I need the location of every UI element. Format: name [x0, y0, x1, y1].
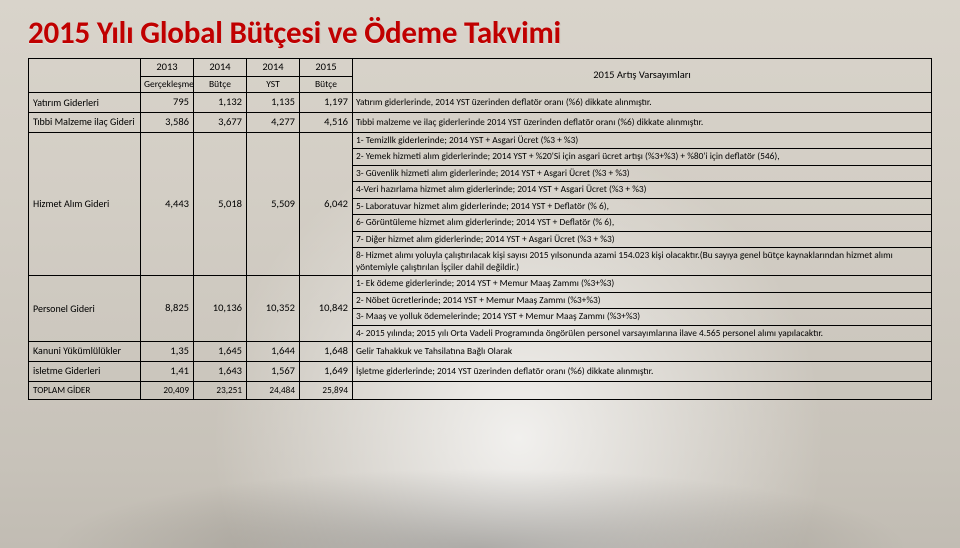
note-yatirim: Yatırım giderlerinde, 2014 YST üzerinden… [353, 93, 932, 113]
row-personel-n1: Personel Gideri 8,825 10,136 10,352 10,8… [29, 276, 932, 292]
row-kanuni: Kanuni Yükümlülükler 1,35 1,645 1,644 1,… [29, 342, 932, 362]
val-tibbi-2015: 4,516 [300, 113, 353, 133]
val-tibbi-2013: 3,586 [141, 113, 194, 133]
note-hizmet-1: 1- Temizllk giderlerinde; 2014 YST + Asg… [353, 132, 932, 148]
row-tibbi: Tıbbi Malzeme ilaç Gideri 3,586 3,677 4,… [29, 113, 932, 133]
label-yatirim: Yatırım Giderleri [29, 93, 141, 113]
note-toplam [353, 381, 932, 399]
val-personel-2014a: 10,136 [194, 276, 247, 342]
note-personel-1: 1- Ek ödeme giderlerinde; 2014 YST + Mem… [353, 276, 932, 292]
val-personel-2015: 10,842 [300, 276, 353, 342]
val-isletme-2014b: 1,567 [247, 361, 300, 381]
note-personel-4: 4- 2015 yılında; 2015 yılı Orta Vadeli P… [353, 325, 932, 341]
note-hizmet-6: 6- Görüntüleme hizmet alım giderlerinde;… [353, 215, 932, 231]
row-yatirim: Yatırım Giderleri 795 1,132 1,135 1,197 … [29, 93, 932, 113]
budget-table: 2013 2014 2014 2015 2015 Artış Varsayıml… [28, 58, 932, 400]
header-sub-2015: Bütçe [300, 76, 353, 93]
row-toplam: TOPLAM GİDER 20,409 23,251 24,484 25,894 [29, 381, 932, 399]
row-isletme: isletme Giderleri 1,41 1,643 1,567 1,649… [29, 361, 932, 381]
note-hizmet-8: 8- Hizmet alımı yoluyla çalıştırılacak k… [353, 248, 932, 276]
label-isletme: isletme Giderleri [29, 361, 141, 381]
header-2014b: 2014 [247, 59, 300, 77]
note-personel-3: 3- Maaş ve yolluk ödemelerinde; 2014 YST… [353, 309, 932, 325]
val-tibbi-2014a: 3,677 [194, 113, 247, 133]
val-kanuni-2014b: 1,644 [247, 342, 300, 362]
val-personel-2014b: 10,352 [247, 276, 300, 342]
label-kanuni: Kanuni Yükümlülükler [29, 342, 141, 362]
header-row-years: 2013 2014 2014 2015 2015 Artış Varsayıml… [29, 59, 932, 77]
val-kanuni-2014a: 1,645 [194, 342, 247, 362]
val-toplam-2014a: 23,251 [194, 381, 247, 399]
val-yatirim-2014b: 1,135 [247, 93, 300, 113]
note-hizmet-2: 2- Yemek hizmeti alım giderlerinde; 2014… [353, 149, 932, 165]
note-isletme: İşletme giderlerinde; 2014 YST üzerinden… [353, 361, 932, 381]
val-isletme-2014a: 1,643 [194, 361, 247, 381]
val-toplam-2015: 25,894 [300, 381, 353, 399]
val-tibbi-2014b: 4,277 [247, 113, 300, 133]
header-sub-2013: Gerçekleşme [141, 76, 194, 93]
header-2013: 2013 [141, 59, 194, 77]
row-hizmet-n1: Hizmet Alım Gideri 4,443 5,018 5,509 6,0… [29, 132, 932, 148]
note-personel-2: 2- Nöbet ücretlerinde; 2014 YST + Memur … [353, 292, 932, 308]
val-kanuni-2015: 1,648 [300, 342, 353, 362]
note-hizmet-3: 3- Güvenlik hizmeti alım giderlerinde; 2… [353, 165, 932, 181]
val-yatirim-2014a: 1,132 [194, 93, 247, 113]
header-blank [29, 59, 141, 93]
val-hizmet-2015: 6,042 [300, 132, 353, 275]
label-personel: Personel Gideri [29, 276, 141, 342]
val-kanuni-2013: 1,35 [141, 342, 194, 362]
note-hizmet-5: 5- Laboratuvar hizmet alım giderlerinde;… [353, 198, 932, 214]
val-isletme-2013: 1,41 [141, 361, 194, 381]
header-2014a: 2014 [194, 59, 247, 77]
slide-title: 2015 Yılı Global Bütçesi ve Ödeme Takvim… [28, 14, 932, 52]
label-hizmet: Hizmet Alım Gideri [29, 132, 141, 275]
val-hizmet-2013: 4,443 [141, 132, 194, 275]
note-hizmet-4: 4-Veri hazırlama hizmet alım giderlerind… [353, 182, 932, 198]
slide: 2015 Yılı Global Bütçesi ve Ödeme Takvim… [0, 0, 960, 548]
header-sub-2014b: YST [247, 76, 300, 93]
header-sub-2014a: Bütçe [194, 76, 247, 93]
note-tibbi: Tıbbi malzeme ve ilaç giderlerinde 2014 … [353, 113, 932, 133]
note-hizmet-7: 7- Diğer hizmet alım giderlerinde; 2014 … [353, 231, 932, 247]
val-isletme-2015: 1,649 [300, 361, 353, 381]
val-toplam-2013: 20,409 [141, 381, 194, 399]
val-personel-2013: 8,825 [141, 276, 194, 342]
label-toplam: TOPLAM GİDER [29, 381, 141, 399]
val-toplam-2014b: 24,484 [247, 381, 300, 399]
header-assumptions: 2015 Artış Varsayımları [353, 59, 932, 93]
val-yatirim-2013: 795 [141, 93, 194, 113]
val-hizmet-2014b: 5,509 [247, 132, 300, 275]
val-hizmet-2014a: 5,018 [194, 132, 247, 275]
label-tibbi: Tıbbi Malzeme ilaç Gideri [29, 113, 141, 133]
header-2015: 2015 [300, 59, 353, 77]
val-yatirim-2015: 1,197 [300, 93, 353, 113]
note-kanuni: Gelir Tahakkuk ve Tahsilatına Bağlı Olar… [353, 342, 932, 362]
